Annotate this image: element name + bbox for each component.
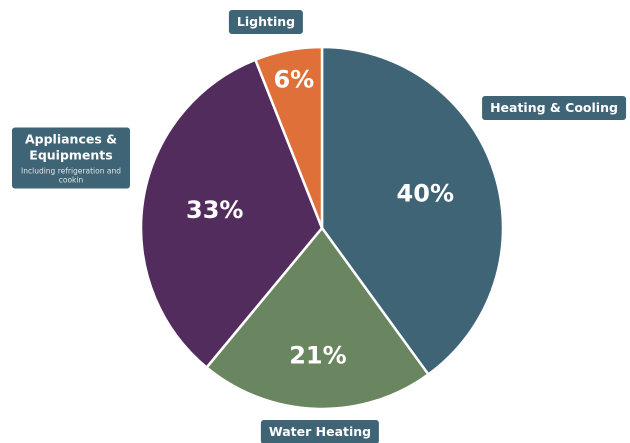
category-label-box: Heating & Cooling — [482, 96, 626, 120]
category-label-box: Water Heating — [260, 420, 380, 443]
slice-label: 6% — [273, 65, 314, 93]
category-label-box: Appliances & Equipments Including refrige… — [12, 127, 130, 189]
slice-label: 33% — [186, 196, 243, 224]
category-label: Water Heating — [268, 424, 372, 439]
pie-slice — [139, 58, 324, 370]
category-label: Appliances & Equipments — [24, 131, 118, 163]
pie-slice — [253, 45, 324, 229]
category-label: Heating & Cooling — [490, 100, 618, 115]
category-note: Including refrigeration and cookin — [21, 166, 121, 185]
slice-label: 40% — [397, 179, 454, 207]
pie-slice — [320, 45, 505, 377]
category-label-box: Lighting — [228, 10, 304, 34]
category-label: Lighting — [236, 14, 296, 29]
slice-label: 21% — [289, 341, 346, 369]
pie-slice — [204, 225, 431, 411]
